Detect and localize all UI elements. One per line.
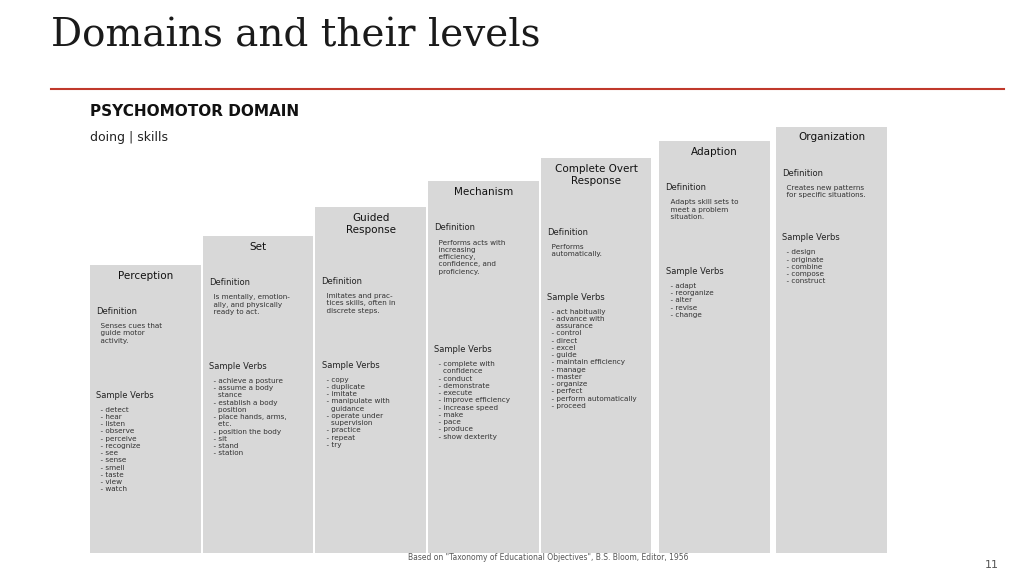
Text: Sample Verbs: Sample Verbs [322,361,379,370]
Text: - act habitually
  - advance with
    assurance
  - control
  - direct
  - excel: - act habitually - advance with assuranc… [547,309,637,409]
Text: Complete Overt
Response: Complete Overt Response [555,164,637,185]
Text: Definition: Definition [434,223,475,233]
Text: Definition: Definition [547,228,588,237]
Text: Based on "Taxonomy of Educational Objectives", B.S. Bloom, Editor, 1956: Based on "Taxonomy of Educational Object… [408,552,688,562]
Text: Perception: Perception [118,271,173,281]
Bar [428,181,539,553]
Text: Sample Verbs: Sample Verbs [209,362,266,371]
Text: - achieve a posture
  - assume a body
    stance
  - establish a body
    positi: - achieve a posture - assume a body stan… [209,378,287,456]
Text: Guided
Response: Guided Response [346,213,395,235]
Text: - copy
  - duplicate
  - imitate
  - manipulate with
    guidance
  - operate un: - copy - duplicate - imitate - manipulat… [322,377,389,448]
Bar [315,207,426,553]
Bar [203,236,313,553]
Text: PSYCHOMOTOR DOMAIN: PSYCHOMOTOR DOMAIN [90,104,299,119]
Bar [541,158,651,553]
Text: Definition: Definition [666,183,707,192]
Text: - detect
  - hear
  - listen
  - observe
  - perceive
  - recognize
  - see
  - : - detect - hear - listen - observe - per… [96,407,140,492]
Text: Performs acts with
  increasing
  efficiency,
  confidence, and
  proficiency.: Performs acts with increasing efficiency… [434,240,506,275]
Text: doing | skills: doing | skills [90,131,168,145]
Text: Organization: Organization [798,132,865,142]
Text: Performs
  automatically.: Performs automatically. [547,244,602,257]
Text: Imitates and prac-
  tices skills, often in
  discrete steps.: Imitates and prac- tices skills, often i… [322,293,395,314]
Bar [659,141,770,553]
Text: Sample Verbs: Sample Verbs [434,345,492,354]
Text: Definition: Definition [96,307,137,316]
Text: Set: Set [250,242,266,252]
Text: Senses cues that
  guide motor
  activity.: Senses cues that guide motor activity. [96,323,163,344]
Text: Definition: Definition [209,278,250,287]
Text: Definition: Definition [322,277,362,286]
Text: Definition: Definition [782,169,823,178]
Text: 11: 11 [984,560,998,570]
Text: - design
  - originate
  - combine
  - compose
  - construct: - design - originate - combine - compose… [782,249,825,285]
Text: Creates new patterns
  for specific situations.: Creates new patterns for specific situat… [782,185,866,198]
Text: Sample Verbs: Sample Verbs [782,233,840,242]
Text: Sample Verbs: Sample Verbs [666,267,723,276]
Text: - adapt
  - reorganize
  - alter
  - revise
  - change: - adapt - reorganize - alter - revise - … [666,283,714,318]
Bar [90,265,201,553]
Text: Is mentally, emotion-
  ally, and physically
  ready to act.: Is mentally, emotion- ally, and physical… [209,294,290,315]
Text: Sample Verbs: Sample Verbs [547,293,604,302]
Text: Mechanism: Mechanism [454,187,513,197]
Text: Sample Verbs: Sample Verbs [96,391,154,400]
Text: - complete with
    confidence
  - conduct
  - demonstrate
  - execute
  - impro: - complete with confidence - conduct - d… [434,361,510,439]
Text: Adaption: Adaption [691,147,738,157]
Bar [776,127,887,553]
Text: Domains and their levels: Domains and their levels [51,17,541,54]
Text: Adapts skill sets to
  meet a problem
  situation.: Adapts skill sets to meet a problem situ… [666,199,738,220]
